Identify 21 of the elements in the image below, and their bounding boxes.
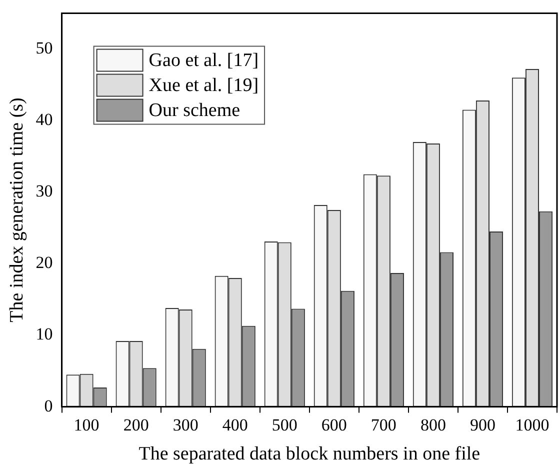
x-tick-label: 100 <box>74 415 100 434</box>
legend-label: Our scheme <box>148 100 240 122</box>
y-tick-label: 40 <box>36 110 53 130</box>
y-tick-label: 0 <box>44 396 53 416</box>
x-tick-label: 700 <box>370 415 396 434</box>
y-tick-label: 20 <box>36 253 53 272</box>
x-tick-label: 900 <box>470 415 496 434</box>
x-tick-label: 200 <box>123 415 149 434</box>
x-tick-label: 800 <box>420 415 446 434</box>
x-axis-title: The separated data block numbers in one file <box>138 444 480 465</box>
x-tick-label: 1000 <box>515 415 550 434</box>
x-tick-label: 300 <box>172 415 198 434</box>
x-tick-label: 400 <box>222 415 248 434</box>
y-axis-title: The index generation time (s) <box>6 98 28 322</box>
x-tick-label: 600 <box>321 415 347 434</box>
legend-label: Gao et al. [17] <box>148 50 259 72</box>
y-tick-label: 10 <box>36 324 53 344</box>
y-tick-label: 30 <box>36 182 53 201</box>
legend-label: Xue et al. [19] <box>148 75 259 96</box>
y-tick-label: 50 <box>36 38 53 58</box>
x-tick-label: 500 <box>272 415 298 434</box>
